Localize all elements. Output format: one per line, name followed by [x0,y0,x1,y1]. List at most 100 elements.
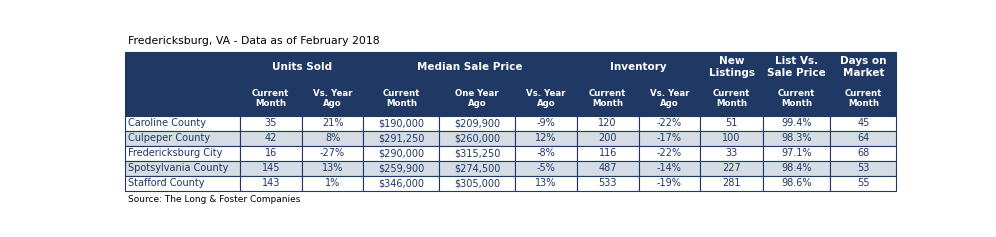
Text: Current
Month: Current Month [382,89,420,108]
Text: 13%: 13% [535,178,557,188]
Text: -9%: -9% [537,118,555,128]
Bar [638,81,700,116]
Bar [763,116,831,131]
Bar [364,146,439,161]
Text: 21%: 21% [322,118,344,128]
Bar [302,116,364,131]
Text: 227: 227 [722,163,741,173]
Text: $209,900: $209,900 [454,118,500,128]
Bar [831,116,896,131]
Text: -5%: -5% [537,163,556,173]
Bar [364,52,577,81]
Text: One Year
Ago: One Year Ago [455,89,499,108]
Bar [124,161,240,176]
Bar [763,52,831,81]
Bar [515,131,577,146]
Bar [831,52,896,81]
Text: 281: 281 [722,178,741,188]
Bar [577,116,638,131]
Text: 1%: 1% [325,178,341,188]
Text: 53: 53 [858,163,870,173]
Text: Spotsylvania County: Spotsylvania County [127,163,228,173]
Text: $190,000: $190,000 [378,118,424,128]
Text: List Vs.
Sale Price: List Vs. Sale Price [767,56,826,77]
Text: 98.4%: 98.4% [782,163,812,173]
Bar [831,81,896,116]
Bar [700,52,763,81]
Bar [700,131,763,146]
Bar [439,176,515,191]
Text: 98.6%: 98.6% [782,178,812,188]
Text: 13%: 13% [322,163,344,173]
Text: -27%: -27% [320,148,345,158]
Text: 45: 45 [858,118,870,128]
Text: 55: 55 [858,178,870,188]
Text: 97.1%: 97.1% [782,148,812,158]
Bar [515,146,577,161]
Text: -22%: -22% [657,148,682,158]
Bar [302,176,364,191]
Bar [700,146,763,161]
Bar [831,146,896,161]
Bar [364,161,439,176]
Text: Vs. Year
Ago: Vs. Year Ago [526,89,566,108]
Bar [831,161,896,176]
Bar [763,81,831,116]
Bar [240,81,302,116]
Text: Inventory: Inventory [611,62,667,72]
Text: 33: 33 [725,148,738,158]
Text: -22%: -22% [657,118,682,128]
Bar [577,52,700,81]
Bar [515,81,577,116]
Bar [638,146,700,161]
Bar [700,176,763,191]
Text: Vs. Year
Ago: Vs. Year Ago [313,89,353,108]
Text: $305,000: $305,000 [454,178,500,188]
Text: 120: 120 [599,118,617,128]
Bar [763,131,831,146]
Bar [302,131,364,146]
Text: 35: 35 [265,118,277,128]
Bar [364,131,439,146]
Text: 64: 64 [858,133,870,143]
Text: Source: The Long & Foster Companies: Source: The Long & Foster Companies [128,195,301,204]
Bar [364,116,439,131]
Text: Caroline County: Caroline County [127,118,205,128]
Bar [577,161,638,176]
Bar [577,146,638,161]
Text: $259,900: $259,900 [378,163,424,173]
Text: Current
Month: Current Month [845,89,882,108]
Text: 8%: 8% [325,133,341,143]
Text: Current
Month: Current Month [713,89,750,108]
Text: 145: 145 [262,163,280,173]
Bar [302,161,364,176]
Text: 51: 51 [725,118,738,128]
Bar [439,116,515,131]
Bar [364,81,439,116]
Text: $260,000: $260,000 [454,133,500,143]
Text: $346,000: $346,000 [378,178,424,188]
Bar [577,176,638,191]
Text: Current
Month: Current Month [252,89,290,108]
Text: New
Listings: New Listings [708,56,755,77]
Bar [515,176,577,191]
Text: 533: 533 [599,178,617,188]
Bar [831,176,896,191]
Text: $315,250: $315,250 [454,148,500,158]
Bar [577,81,638,116]
Bar [124,81,240,116]
Text: -8%: -8% [537,148,555,158]
Bar [763,176,831,191]
Bar [364,176,439,191]
Text: 116: 116 [599,148,617,158]
Bar [240,176,302,191]
Bar [439,81,515,116]
Bar [515,116,577,131]
Bar [124,52,240,81]
Text: 487: 487 [599,163,617,173]
Text: Stafford County: Stafford County [127,178,204,188]
Text: $290,000: $290,000 [378,148,424,158]
Bar [240,161,302,176]
Bar [700,161,763,176]
Bar [302,146,364,161]
